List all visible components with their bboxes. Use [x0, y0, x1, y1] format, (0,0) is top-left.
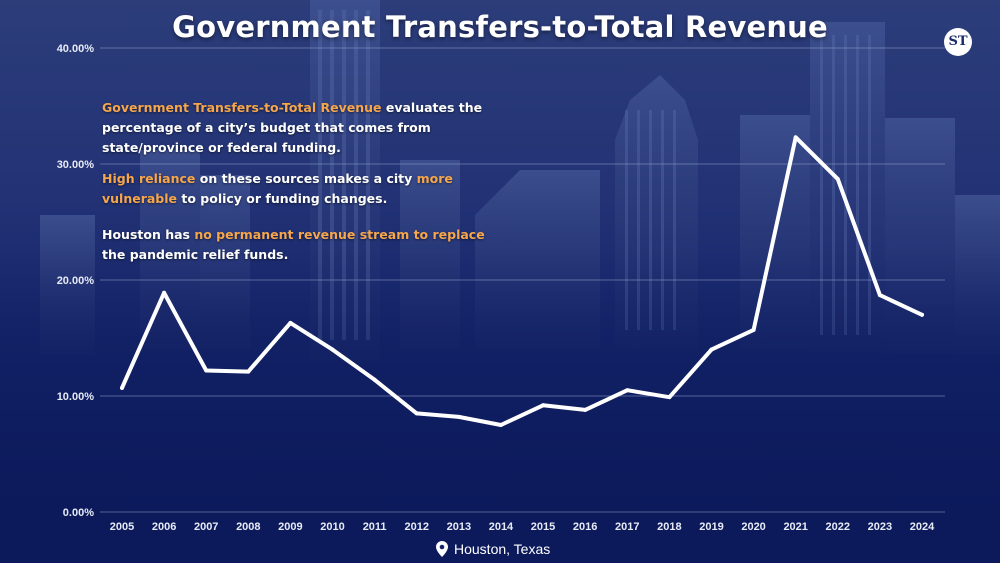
annotation-highlight: no permanent revenue stream to replace — [194, 227, 485, 242]
data-point — [667, 395, 672, 400]
x-tick-label: 2007 — [194, 521, 218, 533]
data-point — [625, 388, 630, 393]
annotation-text-span: to policy or funding changes. — [177, 191, 388, 206]
annotation-highlight: High reliance — [102, 171, 196, 186]
page-title: Government Transfers-to-Total Revenue — [172, 10, 828, 44]
x-tick-label: 2010 — [320, 521, 344, 533]
data-point — [414, 411, 419, 416]
annotation-text-span: Houston has — [102, 227, 195, 242]
y-tick-label: 0.00% — [63, 507, 94, 519]
annotation-paragraph-3: Houston has no permanent revenue stream … — [102, 225, 502, 265]
series — [120, 135, 924, 427]
data-point — [541, 403, 546, 408]
data-point — [709, 347, 714, 352]
x-tick-label: 2023 — [868, 521, 892, 533]
data-point — [751, 327, 756, 332]
x-tick-label: 2022 — [826, 521, 850, 533]
x-tick-label: 2019 — [699, 521, 723, 533]
y-tick-label: 30.00% — [57, 159, 95, 171]
x-tick-label: 2014 — [489, 521, 514, 533]
annotation-text-span: on these sources makes a city — [195, 171, 417, 186]
x-tick-label: 2006 — [152, 521, 176, 533]
x-tick-label: 2008 — [236, 521, 260, 533]
series-line — [120, 135, 924, 427]
brand-logo: ST — [944, 28, 972, 56]
location-label: Houston, Texas — [436, 540, 550, 558]
annotation-highlight: more vulnerable — [102, 171, 453, 206]
y-tick-label: 20.00% — [57, 275, 95, 287]
data-point — [162, 290, 167, 295]
map-pin-icon — [436, 541, 448, 557]
annotation-paragraph-2: High reliance on these sources makes a c… — [102, 169, 502, 209]
annotation-text-span: the pandemic relief funds. — [102, 247, 289, 262]
x-tick-label: 2018 — [657, 521, 681, 533]
location-text: Houston, Texas — [454, 541, 551, 557]
x-tick-label: 2009 — [278, 521, 302, 533]
annotation-highlight: Government Transfers-to-Total Revenue — [102, 100, 382, 115]
y-axis-ticks: 0.00% 10.00% 20.00% 30.00% 40.00% — [57, 43, 95, 519]
data-point — [288, 320, 293, 325]
x-tick-label: 2011 — [363, 521, 387, 533]
data-point — [877, 293, 882, 298]
x-tick-label: 2016 — [573, 521, 597, 533]
y-tick-label: 10.00% — [57, 391, 95, 403]
annotation-text: Government Transfers-to-Total Revenue ev… — [102, 98, 502, 276]
x-tick-label: 2012 — [404, 521, 428, 533]
data-point — [372, 377, 377, 382]
x-axis-ticks: 2005 2006 2007 2008 2009 2010 2011 2012 2013 2014… — [110, 521, 935, 533]
x-tick-label: 2017 — [615, 521, 639, 533]
data-point — [456, 414, 461, 419]
x-tick-label: 2020 — [741, 521, 765, 533]
annotation-paragraph-1: Government Transfers-to-Total Revenue ev… — [102, 98, 502, 158]
data-point — [204, 368, 209, 373]
x-tick-label: 2005 — [110, 521, 134, 533]
y-tick-label: 40.00% — [57, 43, 95, 55]
data-point — [583, 407, 588, 412]
data-point — [246, 369, 251, 374]
data-point — [120, 385, 124, 390]
x-tick-label: 2021 — [783, 521, 807, 533]
gridlines — [100, 47, 945, 513]
data-point — [920, 312, 924, 317]
x-tick-label: 2015 — [531, 521, 555, 533]
data-point — [835, 177, 840, 182]
data-point — [330, 347, 335, 352]
annotation-text-span: evaluates the percentage of a city’s bud… — [102, 100, 483, 155]
x-tick-label: 2024 — [910, 521, 935, 533]
x-tick-label: 2013 — [447, 521, 471, 533]
data-point — [498, 423, 503, 427]
data-point — [793, 135, 798, 140]
